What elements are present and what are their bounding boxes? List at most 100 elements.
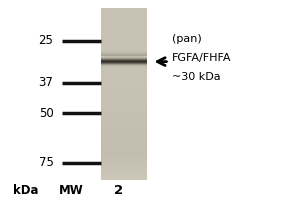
Bar: [101, 32, 147, 34]
Text: FGFA/FHFA: FGFA/FHFA: [172, 53, 232, 63]
Bar: [101, 52, 147, 53]
Bar: [101, 9, 147, 11]
Bar: [101, 14, 147, 15]
Bar: [101, 15, 147, 17]
Bar: [101, 61, 147, 62]
Bar: [101, 58, 147, 59]
Bar: [101, 144, 147, 146]
Bar: [101, 82, 147, 84]
Bar: [101, 118, 147, 120]
Text: (pan): (pan): [172, 34, 202, 44]
Bar: [101, 177, 147, 179]
Bar: [101, 92, 147, 94]
Bar: [101, 41, 147, 42]
Bar: [101, 47, 147, 48]
Bar: [101, 84, 147, 85]
Bar: [101, 147, 147, 149]
Bar: [101, 151, 147, 153]
Bar: [101, 77, 147, 78]
Bar: [101, 66, 147, 67]
Bar: [101, 21, 147, 22]
Text: 37: 37: [38, 76, 53, 89]
Bar: [101, 81, 147, 83]
Bar: [101, 56, 147, 57]
Bar: [101, 70, 147, 71]
Text: 50: 50: [39, 107, 53, 120]
Bar: [101, 107, 147, 108]
Bar: [101, 37, 147, 38]
Bar: [101, 66, 147, 67]
Bar: [101, 68, 147, 70]
Bar: [101, 8, 147, 10]
Bar: [101, 71, 147, 73]
Bar: [101, 113, 147, 114]
Bar: [101, 134, 147, 136]
Bar: [101, 141, 147, 143]
Bar: [101, 67, 147, 68]
Bar: [101, 62, 147, 64]
Bar: [101, 101, 147, 103]
Bar: [101, 128, 147, 130]
Bar: [101, 53, 147, 54]
Bar: [101, 57, 147, 58]
Bar: [101, 22, 147, 24]
Bar: [101, 59, 147, 61]
Bar: [101, 65, 147, 66]
Bar: [101, 131, 147, 133]
Bar: [101, 64, 147, 65]
Bar: [101, 29, 147, 31]
Bar: [101, 45, 147, 47]
Text: MW: MW: [59, 184, 84, 197]
Bar: [101, 16, 147, 18]
Bar: [101, 63, 147, 64]
Bar: [101, 168, 147, 170]
Bar: [101, 57, 147, 58]
Bar: [101, 130, 147, 131]
Bar: [101, 35, 147, 37]
Bar: [101, 135, 147, 137]
Bar: [101, 166, 147, 167]
Bar: [101, 85, 147, 87]
Bar: [101, 143, 147, 144]
Bar: [101, 78, 147, 80]
Text: 2: 2: [114, 184, 123, 197]
Bar: [101, 31, 147, 32]
Bar: [101, 98, 147, 100]
Bar: [101, 58, 147, 59]
Bar: [101, 167, 147, 169]
Bar: [101, 55, 147, 56]
Bar: [101, 39, 147, 41]
Bar: [101, 18, 147, 20]
Text: kDa: kDa: [13, 184, 39, 197]
Bar: [101, 64, 147, 65]
Bar: [101, 176, 147, 177]
Bar: [101, 174, 147, 176]
Bar: [101, 51, 147, 52]
Bar: [101, 161, 147, 163]
Bar: [101, 115, 147, 117]
Bar: [101, 52, 147, 53]
Bar: [101, 74, 147, 75]
Bar: [101, 65, 147, 66]
Bar: [101, 49, 147, 51]
Bar: [101, 117, 147, 118]
Bar: [101, 57, 147, 58]
Bar: [101, 154, 147, 156]
Bar: [101, 75, 147, 77]
Bar: [101, 103, 147, 104]
Bar: [101, 55, 147, 57]
Bar: [101, 178, 147, 180]
Bar: [101, 138, 147, 140]
Bar: [101, 108, 147, 110]
Bar: [101, 24, 147, 25]
Text: ~30 kDa: ~30 kDa: [172, 72, 221, 82]
Bar: [101, 158, 147, 160]
Bar: [101, 62, 147, 63]
Bar: [101, 49, 147, 50]
Bar: [101, 140, 147, 141]
Bar: [101, 173, 147, 174]
Bar: [101, 127, 147, 129]
Bar: [101, 170, 147, 172]
Bar: [101, 62, 147, 63]
Bar: [101, 121, 147, 123]
